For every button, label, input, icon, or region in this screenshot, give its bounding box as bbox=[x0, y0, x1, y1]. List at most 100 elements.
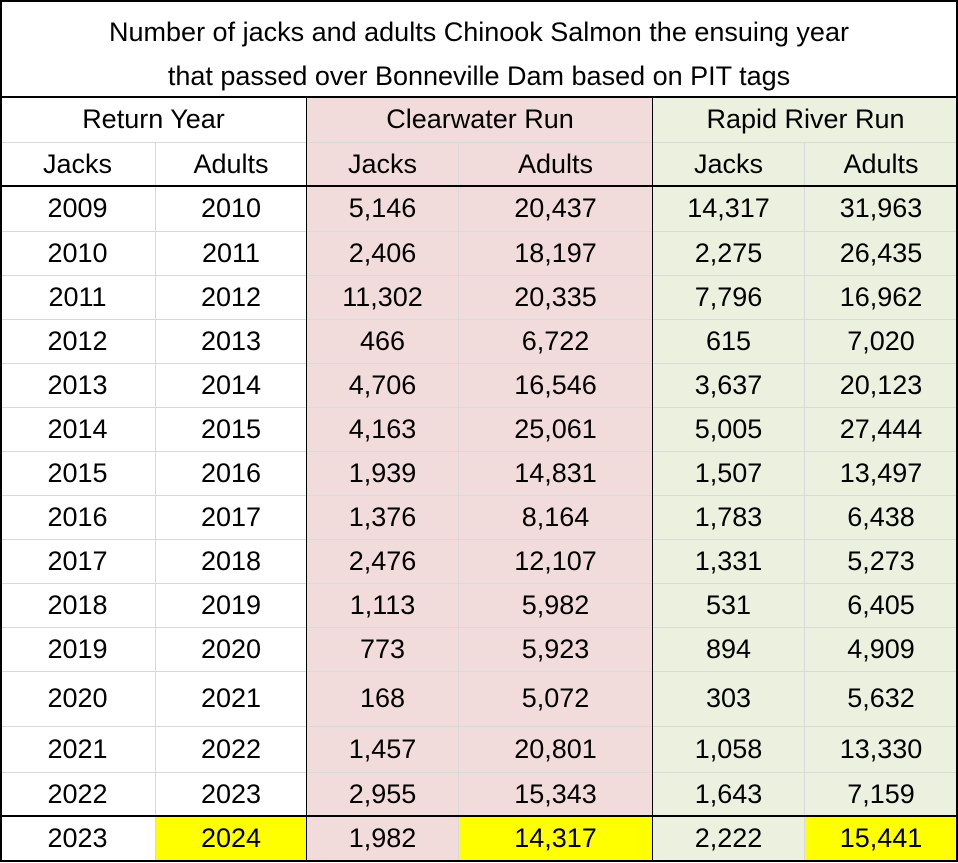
table-cell: 6,722 bbox=[521, 325, 590, 356]
table-cell: 3,637 bbox=[694, 369, 763, 400]
table-cell: 2013 bbox=[200, 325, 262, 356]
border-top bbox=[0, 0, 958, 2]
column-header: Adults bbox=[843, 148, 919, 179]
column-header: Adults bbox=[193, 148, 269, 179]
table-cell: 4,909 bbox=[847, 633, 915, 664]
table-cell: 14,317 bbox=[687, 193, 770, 223]
border-group-divider bbox=[652, 97, 653, 860]
table-cell: 1,058 bbox=[694, 733, 763, 764]
table-cell: 2016 bbox=[200, 457, 262, 488]
table-cell: 531 bbox=[705, 589, 752, 620]
table-cell: 31,963 bbox=[839, 193, 923, 223]
clearwater-band bbox=[307, 97, 653, 860]
table-cell: 1,376 bbox=[348, 501, 417, 532]
table-cell: 14,831 bbox=[514, 457, 597, 488]
border-group-divider bbox=[306, 97, 307, 860]
table-cell: 303 bbox=[705, 683, 752, 713]
table-cell: 7,020 bbox=[847, 325, 915, 356]
table-cell: 2015 bbox=[47, 457, 108, 488]
column-header: Jacks bbox=[693, 148, 764, 179]
gridline-horizontal bbox=[0, 363, 958, 364]
table-cell: 466 bbox=[359, 325, 406, 356]
table-cell: 2023 bbox=[200, 778, 262, 809]
gridline-horizontal bbox=[0, 583, 958, 584]
group-header: Rapid River Run bbox=[706, 104, 905, 134]
table-cell: 2018 bbox=[200, 545, 262, 576]
gridline-vertical bbox=[458, 142, 459, 860]
table-title-line-1: Number of jacks and adults Chinook Salmo… bbox=[109, 17, 849, 47]
table-cell: 6,438 bbox=[847, 501, 915, 532]
table-title-line-2: that passed over Bonneville Dam based on… bbox=[167, 61, 791, 91]
table-cell: 15,343 bbox=[514, 778, 597, 809]
table-cell: 2019 bbox=[47, 633, 108, 664]
table-cell: 615 bbox=[705, 325, 752, 356]
table-cell: 1,331 bbox=[694, 545, 763, 576]
table-cell: 2020 bbox=[47, 683, 108, 713]
column-header: Jacks bbox=[347, 148, 418, 179]
highlight-cell bbox=[155, 816, 307, 860]
table-cell: 2011 bbox=[48, 281, 107, 312]
table-cell: 2023 bbox=[47, 822, 108, 853]
gridline-vertical bbox=[155, 142, 156, 860]
border-left bbox=[0, 0, 2, 862]
table-cell: 7,159 bbox=[847, 778, 915, 809]
table-cell: 2020 bbox=[200, 633, 262, 664]
gridline-horizontal bbox=[0, 539, 958, 540]
table-cell: 2,406 bbox=[348, 237, 417, 268]
table-cell: 12,107 bbox=[514, 545, 597, 576]
table-cell: 2,955 bbox=[348, 778, 417, 809]
table-cell: 2,476 bbox=[348, 545, 417, 576]
table-cell: 2021 bbox=[200, 683, 262, 713]
table-cell: 25,061 bbox=[514, 413, 597, 444]
gridline-horizontal bbox=[0, 451, 958, 452]
table-cell: 2013 bbox=[47, 369, 108, 400]
table-cell: 16,546 bbox=[514, 369, 597, 400]
table-cell: 1,939 bbox=[348, 457, 417, 488]
border-last-row bbox=[0, 815, 958, 817]
group-header: Return Year bbox=[82, 104, 225, 134]
table-cell: 2010 bbox=[200, 193, 262, 223]
table-cell: 2017 bbox=[47, 545, 108, 576]
table-cell: 773 bbox=[359, 633, 406, 664]
border-header bbox=[0, 185, 958, 187]
gridline-horizontal bbox=[0, 772, 958, 773]
gridline-vertical bbox=[804, 142, 805, 860]
table-cell: 2019 bbox=[200, 589, 262, 620]
table-cell: 11,302 bbox=[342, 281, 423, 312]
gridline-horizontal bbox=[0, 275, 958, 276]
table-cell: 2018 bbox=[47, 589, 108, 620]
table-cell: 8,164 bbox=[521, 501, 590, 532]
table-cell: 2021 bbox=[47, 733, 108, 764]
gridline-horizontal bbox=[0, 142, 958, 143]
border-bottom bbox=[0, 860, 958, 862]
table-cell: 168 bbox=[359, 683, 406, 713]
table-cell: 20,123 bbox=[839, 369, 923, 400]
table-cell: 1,643 bbox=[694, 778, 763, 809]
table-cell: 2009 bbox=[47, 193, 108, 223]
table-cell: 5,072 bbox=[521, 683, 590, 713]
table-cell: 2014 bbox=[200, 369, 262, 400]
table-cell: 5,146 bbox=[348, 193, 417, 223]
table-cell: 2,275 bbox=[694, 237, 763, 268]
table-cell: 7,796 bbox=[694, 281, 763, 312]
table-cell: 1,783 bbox=[694, 501, 763, 532]
table-cell: 894 bbox=[705, 633, 752, 664]
highlight-cell bbox=[804, 816, 958, 860]
group-header: Clearwater Run bbox=[386, 104, 574, 134]
gridline-horizontal bbox=[0, 726, 958, 727]
table-cell: 16,962 bbox=[839, 281, 923, 312]
table-cell: 2022 bbox=[200, 733, 262, 764]
table-cell: 18,197 bbox=[514, 237, 597, 268]
table-cell: 15,441 bbox=[839, 822, 923, 853]
border-title bbox=[0, 96, 958, 98]
highlight-cell bbox=[458, 816, 653, 860]
table-cell: 5,923 bbox=[521, 633, 590, 664]
table-cell: 20,437 bbox=[514, 193, 597, 223]
gridline-horizontal bbox=[0, 627, 958, 628]
gridline-horizontal bbox=[0, 495, 958, 496]
table-cell: 13,330 bbox=[839, 733, 923, 764]
table-cell: 2010 bbox=[47, 237, 108, 268]
rapid-river-band bbox=[653, 97, 958, 860]
border-right bbox=[956, 0, 958, 862]
